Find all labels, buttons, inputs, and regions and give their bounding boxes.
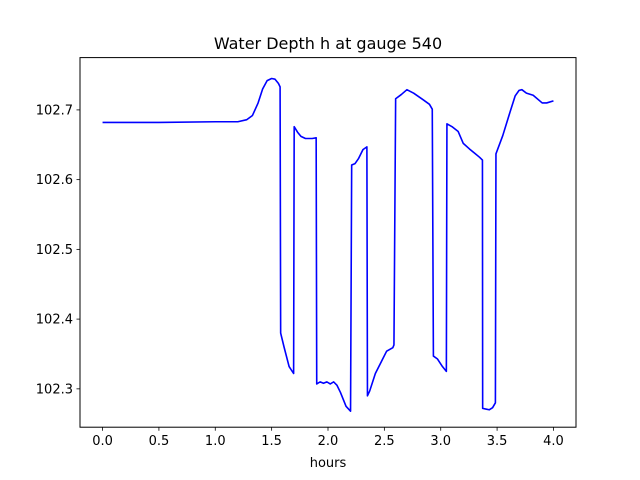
x-axis-ticks: 0.0 0.5 1.0 1.5 2.0 2.5 3.0 3.5 4.0 xyxy=(92,427,564,449)
x-tick-label: 0.5 xyxy=(149,434,170,449)
y-tick-label: 102.4 xyxy=(36,313,73,328)
x-tick-label: 4.0 xyxy=(543,434,564,449)
y-tick-label: 102.6 xyxy=(36,173,73,188)
axes-frame xyxy=(79,57,577,428)
x-tick-label: 3.5 xyxy=(487,434,508,449)
chart-title: Water Depth h at gauge 540 xyxy=(214,34,442,53)
series-line-water-depth xyxy=(102,77,554,412)
x-tick-label: 1.0 xyxy=(205,434,226,449)
x-tick-label: 1.5 xyxy=(261,434,282,449)
y-tick-label: 102.5 xyxy=(36,243,73,258)
x-tick-label: 3.0 xyxy=(430,434,451,449)
y-tick-label: 102.3 xyxy=(36,382,73,397)
x-tick-label: 2.5 xyxy=(374,434,395,449)
plot-area: 0.0 0.5 1.0 1.5 2.0 2.5 3.0 3.5 4.0 102.3102.410… xyxy=(36,57,577,449)
x-axis-label: hours xyxy=(310,456,347,471)
x-tick-label: 0.0 xyxy=(92,434,113,449)
x-tick-label: 2.0 xyxy=(318,434,339,449)
y-tick-label: 102.7 xyxy=(36,103,73,118)
y-axis-ticks: 102.3 102.4 102.5 102.6 102.7 xyxy=(36,103,80,397)
